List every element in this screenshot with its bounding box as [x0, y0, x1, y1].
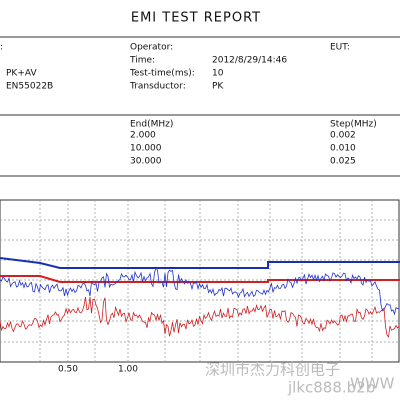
trace [0, 266, 399, 316]
watermark: jlkc888.b2b [287, 379, 375, 397]
field-value: 2012/8/29/14:46 [212, 56, 287, 66]
cell: 0.002 [330, 131, 356, 141]
field-label: Operator: [130, 43, 173, 53]
cell: 2.000 [130, 131, 156, 141]
field-value: 10 [212, 69, 224, 79]
field: PK+AV [6, 69, 37, 79]
cell: 0.025 [330, 157, 356, 167]
x-tick-label: 1.00 [118, 365, 138, 375]
trace [0, 296, 400, 339]
field-value: PK [212, 82, 224, 92]
limit-line [0, 257, 400, 269]
watermark: WWW [350, 375, 395, 393]
cell: 10.000 [130, 144, 162, 154]
cell: 30.000 [130, 157, 162, 167]
field: EN55022B [6, 82, 53, 92]
cell: 0.010 [330, 144, 356, 154]
column-header: Step(MHz) [330, 120, 377, 130]
watermark: 深圳市杰力科创电子 [205, 361, 340, 379]
report-title: EMI TEST REPORT [131, 11, 261, 26]
field-label: EUT: [330, 43, 350, 53]
field-label: Test-time(ms): [129, 69, 195, 79]
field-label: Transductor: [129, 82, 186, 92]
plot [0, 199, 400, 363]
field: : [0, 43, 3, 53]
x-tick-label: 0.50 [58, 365, 78, 375]
field-label: Time: [129, 56, 155, 66]
column-header: End(MHz) [130, 120, 173, 130]
